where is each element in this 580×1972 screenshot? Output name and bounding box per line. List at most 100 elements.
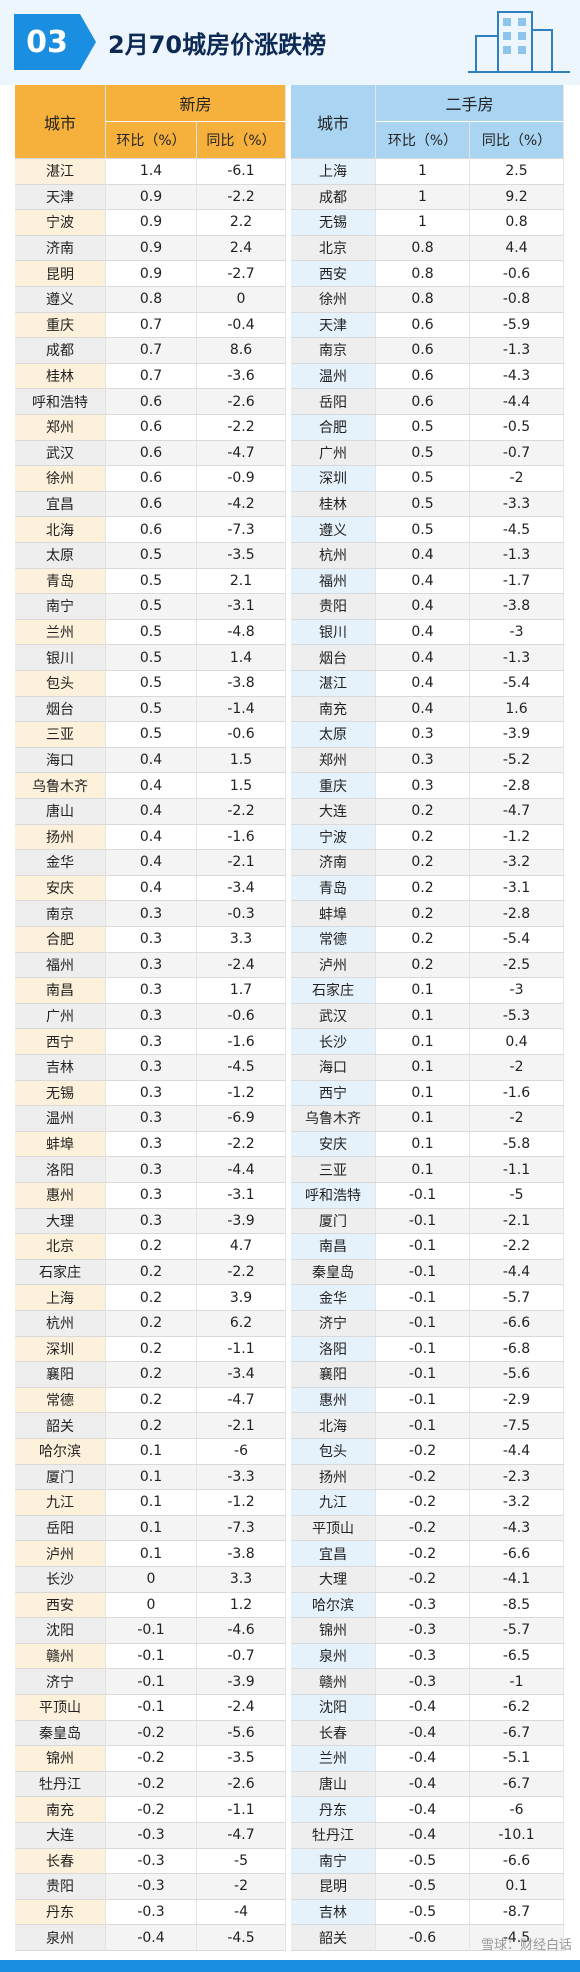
city-cell: 福州 bbox=[15, 952, 106, 979]
city-cell: 杭州 bbox=[291, 543, 376, 569]
value-cell: 0.4 bbox=[376, 671, 470, 697]
value-cell: -0.1 bbox=[376, 1362, 470, 1388]
value-cell: -0.1 bbox=[376, 1208, 470, 1235]
value-cell: -5.4 bbox=[470, 927, 564, 953]
city-cell: 九江 bbox=[291, 1490, 376, 1516]
value-cell: -1.2 bbox=[197, 1080, 286, 1107]
city-cell: 宁波 bbox=[291, 824, 376, 851]
value-cell: -0.3 bbox=[106, 1823, 197, 1849]
city-cell: 遵义 bbox=[15, 287, 106, 313]
value-cell: 0.5 bbox=[106, 645, 197, 671]
value-cell: -2.6 bbox=[197, 1771, 286, 1798]
value-cell: 0.2 bbox=[376, 927, 470, 953]
city-cell: 呼和浩特 bbox=[15, 389, 106, 415]
city-cell: 韶关 bbox=[15, 1413, 106, 1439]
city-cell: 安庆 bbox=[291, 1131, 376, 1158]
value-cell: 0.2 bbox=[376, 901, 470, 927]
value-cell: -8.7 bbox=[470, 1899, 564, 1926]
value-cell: -0.7 bbox=[197, 1643, 286, 1670]
value-cell: 2.2 bbox=[197, 210, 286, 236]
city-cell: 秦皇岛 bbox=[291, 1259, 376, 1286]
city-cell: 重庆 bbox=[291, 773, 376, 799]
value-cell: 8.6 bbox=[197, 338, 286, 364]
city-cell: 牡丹江 bbox=[15, 1771, 106, 1798]
value-cell: 0.6 bbox=[106, 440, 197, 467]
value-cell: 0.4 bbox=[106, 799, 197, 825]
city-cell: 济南 bbox=[15, 235, 106, 262]
value-cell: -6.7 bbox=[470, 1771, 564, 1798]
value-cell: 0.5 bbox=[106, 619, 197, 646]
value-cell: 0.6 bbox=[106, 415, 197, 441]
city-cell: 丹东 bbox=[291, 1797, 376, 1823]
value-cell: -0.4 bbox=[376, 1720, 470, 1747]
city-cell: 贵阳 bbox=[15, 1874, 106, 1900]
value-cell: -4.5 bbox=[197, 1055, 286, 1081]
value-cell: 0.1 bbox=[106, 1490, 197, 1516]
city-cell: 乌鲁木齐 bbox=[15, 773, 106, 799]
city-cell: 天津 bbox=[15, 184, 106, 211]
value-cell: 0.4 bbox=[106, 773, 197, 799]
city-header: 城市 bbox=[15, 85, 106, 159]
value-cell: -7.3 bbox=[197, 517, 286, 543]
value-cell: -0.1 bbox=[106, 1643, 197, 1670]
value-cell: 0.3 bbox=[106, 1208, 197, 1235]
value-cell: -3.3 bbox=[470, 491, 564, 518]
city-cell: 桂林 bbox=[15, 363, 106, 390]
value-cell: -6.2 bbox=[470, 1695, 564, 1721]
value-cell: -3.9 bbox=[470, 722, 564, 748]
value-cell: -0.1 bbox=[376, 1387, 470, 1414]
value-cell: 0.1 bbox=[106, 1541, 197, 1567]
value-cell: -0.2 bbox=[376, 1490, 470, 1516]
value-cell: -2.2 bbox=[197, 184, 286, 211]
section-number: 03 bbox=[26, 24, 68, 60]
value-cell: 0.1 bbox=[376, 1055, 470, 1081]
value-cell: 1 bbox=[376, 159, 470, 185]
value-cell: -1.6 bbox=[197, 1029, 286, 1055]
value-cell: -0.7 bbox=[470, 440, 564, 467]
value-cell: -5.6 bbox=[197, 1720, 286, 1747]
city-cell: 长沙 bbox=[15, 1567, 106, 1593]
value-cell: 0.2 bbox=[106, 1285, 197, 1311]
value-cell: -0.5 bbox=[470, 415, 564, 441]
value-cell: 3.9 bbox=[197, 1285, 286, 1311]
value-cell: -3.5 bbox=[197, 543, 286, 569]
value-cell: 0.1 bbox=[376, 978, 470, 1004]
value-cell: -5.9 bbox=[470, 312, 564, 339]
value-cell: 0.2 bbox=[106, 1311, 197, 1337]
value-cell: -5.1 bbox=[470, 1746, 564, 1772]
value-cell: 6.2 bbox=[197, 1311, 286, 1337]
city-cell: 南充 bbox=[15, 1797, 106, 1823]
city-cell: 石家庄 bbox=[291, 978, 376, 1004]
city-cell: 北京 bbox=[15, 1234, 106, 1260]
value-cell: -4.8 bbox=[197, 619, 286, 646]
value-cell: -6.9 bbox=[197, 1106, 286, 1132]
city-cell: 泉州 bbox=[291, 1643, 376, 1670]
city-cell: 昆明 bbox=[15, 261, 106, 287]
city-cell: 南昌 bbox=[291, 1234, 376, 1260]
city-cell: 南宁 bbox=[15, 594, 106, 620]
city-cell: 南京 bbox=[15, 901, 106, 927]
value-cell: -2.2 bbox=[197, 415, 286, 441]
value-cell: -0.1 bbox=[106, 1695, 197, 1721]
value-cell: -4.4 bbox=[197, 1157, 286, 1183]
city-cell: 牡丹江 bbox=[291, 1823, 376, 1849]
value-cell: 0.4 bbox=[106, 850, 197, 876]
value-cell: 0.1 bbox=[470, 1874, 564, 1900]
value-cell: -6.5 bbox=[470, 1643, 564, 1670]
city-cell: 海口 bbox=[291, 1055, 376, 1081]
value-cell: -2 bbox=[470, 466, 564, 492]
value-cell: -2.8 bbox=[470, 901, 564, 927]
value-cell: -1.3 bbox=[470, 338, 564, 364]
value-cell: 0.1 bbox=[376, 1003, 470, 1030]
city-cell: 包头 bbox=[291, 1439, 376, 1465]
value-cell: 0.4 bbox=[106, 747, 197, 774]
city-cell: 济南 bbox=[291, 850, 376, 876]
value-cell: 0.4 bbox=[106, 824, 197, 851]
city-cell: 湛江 bbox=[291, 671, 376, 697]
value-cell: -0.2 bbox=[376, 1541, 470, 1567]
city-cell: 襄阳 bbox=[15, 1362, 106, 1388]
value-cell: -4.2 bbox=[197, 491, 286, 518]
value-cell: -0.3 bbox=[376, 1592, 470, 1619]
city-cell: 大连 bbox=[291, 799, 376, 825]
value-cell: 0.2 bbox=[106, 1413, 197, 1439]
